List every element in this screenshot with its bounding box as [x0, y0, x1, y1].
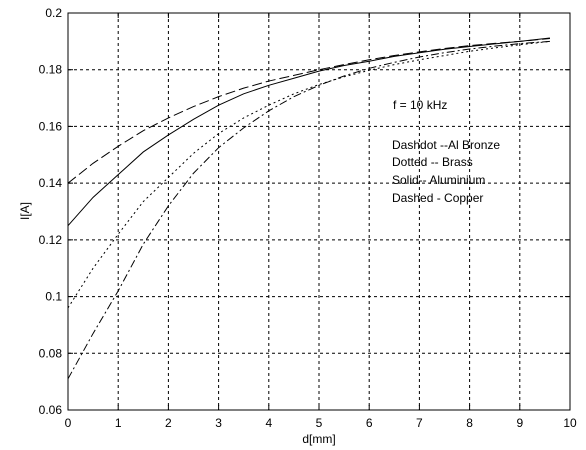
y-tick-label: 0.1	[45, 290, 62, 304]
annotation-frequency: f = 10 kHz	[393, 98, 447, 112]
y-axis-label: I[A]	[18, 202, 32, 220]
annotation-al-bronze: Dashdot --Al Bronze	[392, 138, 500, 152]
y-tick-label: 0.06	[39, 403, 63, 417]
x-tick-label: 0	[65, 416, 72, 430]
annotation-brass: Dotted -- Brass	[392, 155, 473, 169]
x-tick-label: 7	[416, 416, 423, 430]
annotation-copper: Dashed - Copper	[392, 191, 483, 205]
y-tick-label: 0.08	[39, 346, 63, 360]
series-line-solid	[67, 37, 550, 227]
annotation-block: f = 10 kHz Dashdot --Al Bronze Dotted --…	[392, 98, 500, 205]
series-line-dashed	[67, 38, 550, 184]
y-tick-label: 0.12	[39, 233, 63, 247]
grid	[68, 13, 570, 410]
x-tick-label: 4	[265, 416, 272, 430]
x-tick-label: 8	[466, 416, 473, 430]
y-tick-label: 0.18	[39, 63, 63, 77]
x-tick-label: 1	[115, 416, 122, 430]
series-group	[67, 37, 550, 380]
y-tick-label: 0.14	[39, 176, 63, 190]
ticks: 0 1 2 3 4 5 6 7 8 9 10 0.06 0.08 0.1 0.12 0.14 0.16 0.18 0…	[39, 6, 577, 430]
series-line-dashdot	[67, 40, 550, 380]
x-tick-label: 10	[563, 416, 577, 430]
y-tick-label: 0.2	[45, 6, 62, 20]
series-line-dotted	[67, 40, 550, 309]
annotation-aluminium: Solid-- Aluminium	[392, 173, 485, 187]
x-tick-label: 3	[215, 416, 222, 430]
y-tick-label: 0.16	[39, 119, 63, 133]
x-tick-label: 6	[366, 416, 373, 430]
x-tick-label: 2	[165, 416, 172, 430]
x-axis-label: d[mm]	[302, 432, 335, 446]
x-tick-label: 9	[516, 416, 523, 430]
x-tick-label: 5	[316, 416, 323, 430]
